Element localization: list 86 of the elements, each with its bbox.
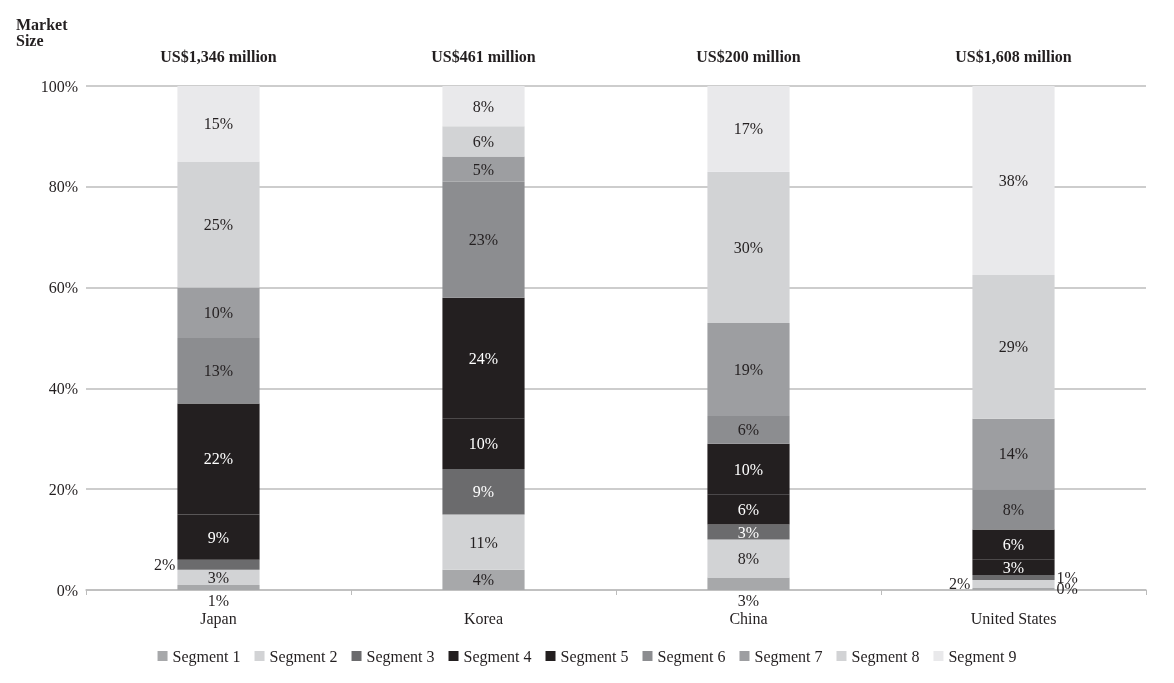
text: US$200 million xyxy=(696,47,801,65)
data-label: 6% xyxy=(737,421,760,439)
legend-label: Segment 8 xyxy=(851,647,920,666)
bar xyxy=(707,322,790,417)
data-label: 23% xyxy=(468,231,499,249)
text: Market Size xyxy=(16,15,69,49)
bar xyxy=(707,86,790,172)
bar xyxy=(177,584,260,590)
bar xyxy=(972,418,1055,490)
text: US$1,608 million xyxy=(955,47,1072,65)
bar xyxy=(177,569,260,585)
bar xyxy=(972,574,1055,580)
bar xyxy=(442,181,525,298)
data-label: 3% xyxy=(207,568,230,586)
legend-label: Segment 9 xyxy=(948,647,1017,666)
x-tick-label: China xyxy=(729,609,768,627)
data-label: 9% xyxy=(472,483,495,501)
bar xyxy=(442,469,525,515)
data-label: 22% xyxy=(203,450,234,468)
bar xyxy=(177,287,260,338)
legend-label: Segment 3 xyxy=(366,647,435,666)
bar xyxy=(442,86,525,127)
bar xyxy=(177,559,260,570)
x-tick-label: Korea xyxy=(463,609,504,627)
data-label: 29% xyxy=(998,338,1029,356)
y-tick-label: 0% xyxy=(56,581,78,599)
data-label: 8% xyxy=(1002,500,1025,518)
data-label: 3% xyxy=(737,523,760,541)
data-label: 4% xyxy=(472,571,495,589)
data-label: 5% xyxy=(472,160,495,178)
data-label: 25% xyxy=(203,216,234,234)
data-label: 8% xyxy=(472,97,495,115)
bar xyxy=(442,569,525,590)
text: US$1,346 million xyxy=(160,47,277,65)
data-label: 15% xyxy=(203,115,234,133)
bar xyxy=(707,171,790,323)
bar xyxy=(972,86,1055,275)
data-label: 10% xyxy=(203,304,234,322)
data-label: 1% xyxy=(207,591,230,609)
data-label: 2% xyxy=(154,556,176,574)
bar xyxy=(707,577,790,590)
legend-label: Segment 5 xyxy=(560,647,629,666)
data-label: 9% xyxy=(207,528,230,546)
legend-label: Segment 1 xyxy=(172,647,241,666)
bar xyxy=(442,126,525,157)
bar xyxy=(707,539,790,578)
x-tick-label: Japan xyxy=(200,609,237,628)
data-label: 14% xyxy=(998,445,1029,463)
legend-label: Segment 4 xyxy=(463,647,532,666)
data-label: 6% xyxy=(1002,536,1025,554)
data-label: 10% xyxy=(468,435,499,453)
y-tick-label: 80% xyxy=(48,178,78,196)
data-label: 24% xyxy=(468,349,499,367)
x-tick-label: United States xyxy=(970,609,1057,627)
bar xyxy=(707,524,790,540)
bar xyxy=(442,514,525,570)
data-label: 3% xyxy=(1002,558,1025,576)
data-label: 30% xyxy=(733,238,764,256)
data-label: 10% xyxy=(733,460,764,478)
data-label: 3% xyxy=(737,591,760,609)
data-label: 11% xyxy=(469,533,498,551)
bar xyxy=(442,156,525,182)
data-label: 19% xyxy=(733,361,764,378)
y-tick-label: 20% xyxy=(48,480,78,498)
bar xyxy=(177,161,260,288)
bar xyxy=(707,416,790,444)
data-label: 13% xyxy=(203,362,234,380)
data-label: 6% xyxy=(737,500,760,518)
legend-label: Segment 6 xyxy=(657,647,726,666)
legend-label: Segment 2 xyxy=(269,647,338,666)
y-tick-label: 40% xyxy=(48,379,78,397)
bar xyxy=(972,275,1055,419)
y-tick-label: 100% xyxy=(40,77,78,95)
data-label: 38% xyxy=(998,172,1029,189)
y-tick-label: 60% xyxy=(48,279,78,297)
bar xyxy=(972,587,1055,590)
bar xyxy=(972,489,1055,530)
data-label: 17% xyxy=(733,120,764,138)
data-label: 8% xyxy=(737,550,760,567)
bar xyxy=(177,86,260,162)
bar xyxy=(177,338,260,404)
data-label: 2% xyxy=(949,575,971,593)
legend-label: Segment 7 xyxy=(754,647,823,666)
bar xyxy=(972,579,1055,588)
text: US$461 million xyxy=(431,47,536,65)
data-label: 6% xyxy=(472,132,495,150)
